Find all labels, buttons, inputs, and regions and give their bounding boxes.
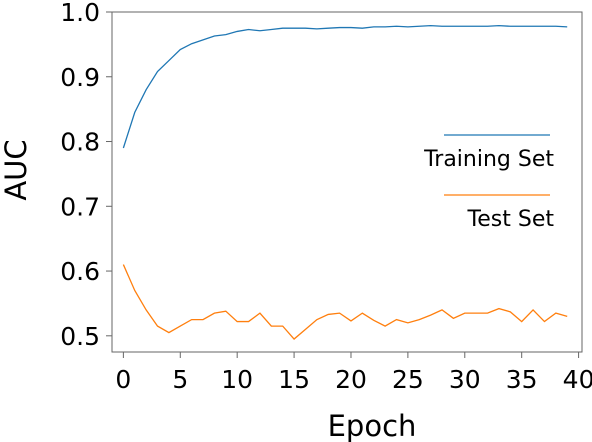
x-tick-label: 40	[563, 365, 592, 394]
legend-label: Training Set	[423, 147, 554, 172]
y-axis-title: AUC	[0, 139, 33, 200]
x-axis-title: Epoch	[328, 409, 417, 442]
y-tick-label: 0.6	[60, 257, 100, 286]
legend: Training Set Test Set	[423, 134, 555, 232]
x-tick-label: 30	[449, 365, 481, 394]
y-tick-label: 0.5	[60, 322, 100, 351]
y-tick-label: 0.7	[60, 192, 100, 221]
y-tick-label: 1.0	[60, 0, 100, 27]
x-tick-label: 25	[392, 365, 424, 394]
y-tick-label: 0.9	[60, 63, 100, 92]
series-line-2	[122, 264, 568, 340]
x-tick-label: 20	[335, 365, 367, 394]
x-axis: 0 5 10 15 20 25 30 35 40	[115, 352, 592, 394]
y-axis: 0.5 0.6 0.7 0.8 0.9 1.0	[60, 0, 112, 351]
x-tick-label: 5	[172, 365, 188, 394]
y-tick-label: 0.8	[60, 128, 100, 157]
series-line-1	[122, 24, 568, 149]
plot-frame	[111, 11, 583, 353]
x-tick-label: 10	[221, 365, 253, 394]
x-tick-label: 15	[278, 365, 310, 394]
x-tick-label: 35	[506, 365, 538, 394]
series-lines	[122, 24, 568, 340]
x-tick-label: 0	[115, 365, 131, 394]
legend-label: Test Set	[467, 207, 555, 232]
